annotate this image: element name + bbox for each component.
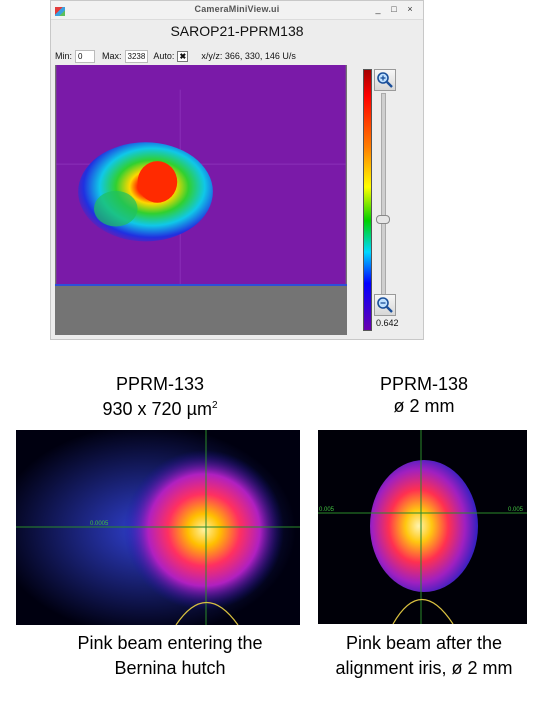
beam-image [55,65,347,286]
left-axis-label: 0.0005 [90,521,109,527]
left-beam-image: 0.0005 [16,430,300,625]
title-bar[interactable]: CameraMiniView.ui _ □ × [51,1,423,20]
left-title-sup: 2 [211,400,218,411]
minimize-button[interactable]: _ [375,4,381,14]
right-title-line2: ø 2 mm [393,396,455,416]
left-caption-line2: Bernina hutch [114,658,226,678]
left-panel-title: PPRM-133 930 x 720 µm2 [16,373,304,420]
right-axis-label-left: 0.005 [319,507,335,513]
right-panel-title: PPRM-138 ø 2 mm [318,373,530,417]
zoom-out-icon [377,297,393,313]
max-label: Max: [102,51,122,61]
zoom-out-button[interactable] [374,294,396,316]
xyz-readout: x/y/z: 366, 330, 146 U/s [201,51,296,61]
camera-image-view[interactable] [55,65,347,335]
app-icon [55,7,65,16]
left-title-line2: 930 x 720 µm2 [16,395,304,420]
right-beam-graphic: 0.005 0.005 [318,430,527,624]
right-caption-line1: Pink beam after the [345,633,503,653]
level-slider-track[interactable] [381,93,386,295]
colorbar-min-value: 0.642 [376,318,399,328]
right-caption-line2: alignment iris, ø 2 mm [335,658,513,678]
auto-checkbox[interactable]: ✖ [177,50,189,62]
right-axis-label-right: 0.005 [508,507,524,513]
left-caption: Pink beam entering the Bernina hutch [40,631,300,681]
window-title: CameraMiniView.ui [194,4,280,14]
camera-title: SAROP21-PPRM138 [170,23,304,39]
right-title-line1: PPRM-138 [379,374,469,394]
control-row: Min: 0 Max: 3238 Auto: ✖ x/y/z: 366, 330… [55,49,296,63]
colorbar [363,69,372,331]
left-title-line1: PPRM-133 [115,374,205,394]
maximize-button[interactable]: □ [391,4,397,14]
camera-window: CameraMiniView.ui _ □ × SAROP21-PPRM138 … [50,0,424,340]
level-slider-handle[interactable] [376,215,390,224]
auto-label: Auto: [153,51,175,61]
close-button[interactable]: × [407,4,413,14]
zoom-in-button[interactable] [374,69,396,91]
left-beam-graphic: 0.0005 [16,430,300,625]
right-caption: Pink beam after the alignment iris, ø 2 … [308,631,540,681]
right-beam-image: 0.005 0.005 [318,430,527,624]
left-title-text: 930 x 720 µm [102,399,212,419]
zoom-in-icon [377,72,393,88]
min-input[interactable]: 0 [75,49,96,63]
left-caption-line1: Pink beam entering the [77,633,263,653]
min-label: Min: [55,51,73,61]
max-input[interactable]: 3238 [124,49,149,63]
